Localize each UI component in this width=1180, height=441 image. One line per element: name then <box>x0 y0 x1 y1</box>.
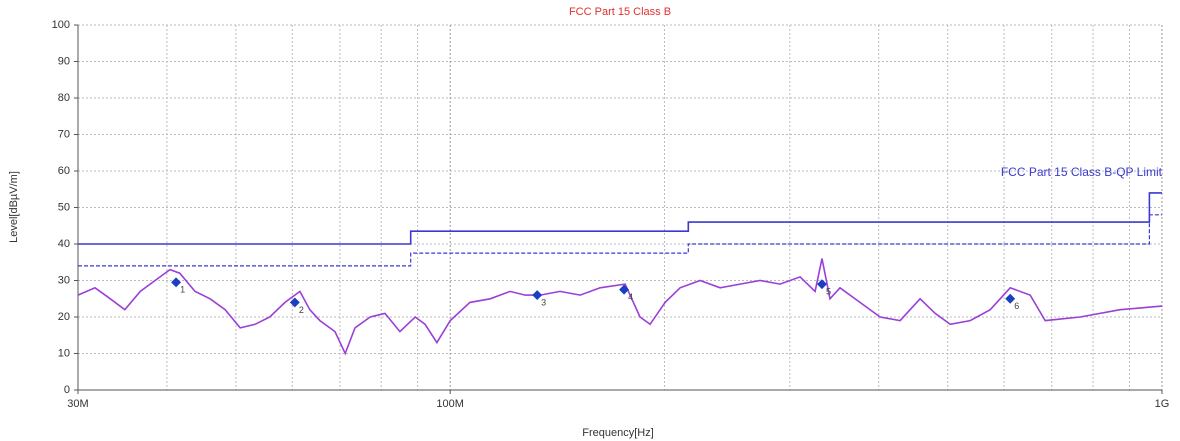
marker-label: 1 <box>180 285 185 295</box>
series-line <box>78 192 1162 245</box>
marker-label: 4 <box>628 292 633 302</box>
series-line <box>78 214 1162 267</box>
marker <box>289 297 300 308</box>
marker <box>619 284 630 295</box>
y-tick-label: 70 <box>58 128 70 140</box>
x-tick-label: 1G <box>1155 398 1170 410</box>
y-tick-label: 20 <box>58 311 70 323</box>
marker-label: 2 <box>299 305 304 315</box>
y-tick-label: 50 <box>58 201 70 213</box>
marker <box>532 290 543 301</box>
y-tick-label: 100 <box>52 19 70 31</box>
y-tick-label: 90 <box>58 55 70 67</box>
y-tick-label: 30 <box>58 274 70 286</box>
y-tick-label: 40 <box>58 238 70 250</box>
marker-label: 6 <box>1014 301 1019 311</box>
marker <box>1005 293 1016 304</box>
y-axis-label: Level[dBµV/m] <box>8 171 20 243</box>
y-tick-label: 80 <box>58 92 70 104</box>
marker-label: 3 <box>541 297 546 307</box>
y-tick-label: 10 <box>58 347 70 359</box>
series-label: FCC Part 15 Class B-QP Limit <box>1001 165 1163 179</box>
chart-title: FCC Part 15 Class B <box>569 6 671 18</box>
y-tick-label: 0 <box>64 384 70 396</box>
x-axis-label: Frequency[Hz] <box>582 427 654 439</box>
x-tick-label: 30M <box>67 398 88 410</box>
marker <box>171 277 182 288</box>
marker <box>817 279 827 290</box>
x-tick-label: 100M <box>436 398 464 410</box>
marker-label: 5 <box>826 287 831 297</box>
y-tick-label: 60 <box>58 165 70 177</box>
